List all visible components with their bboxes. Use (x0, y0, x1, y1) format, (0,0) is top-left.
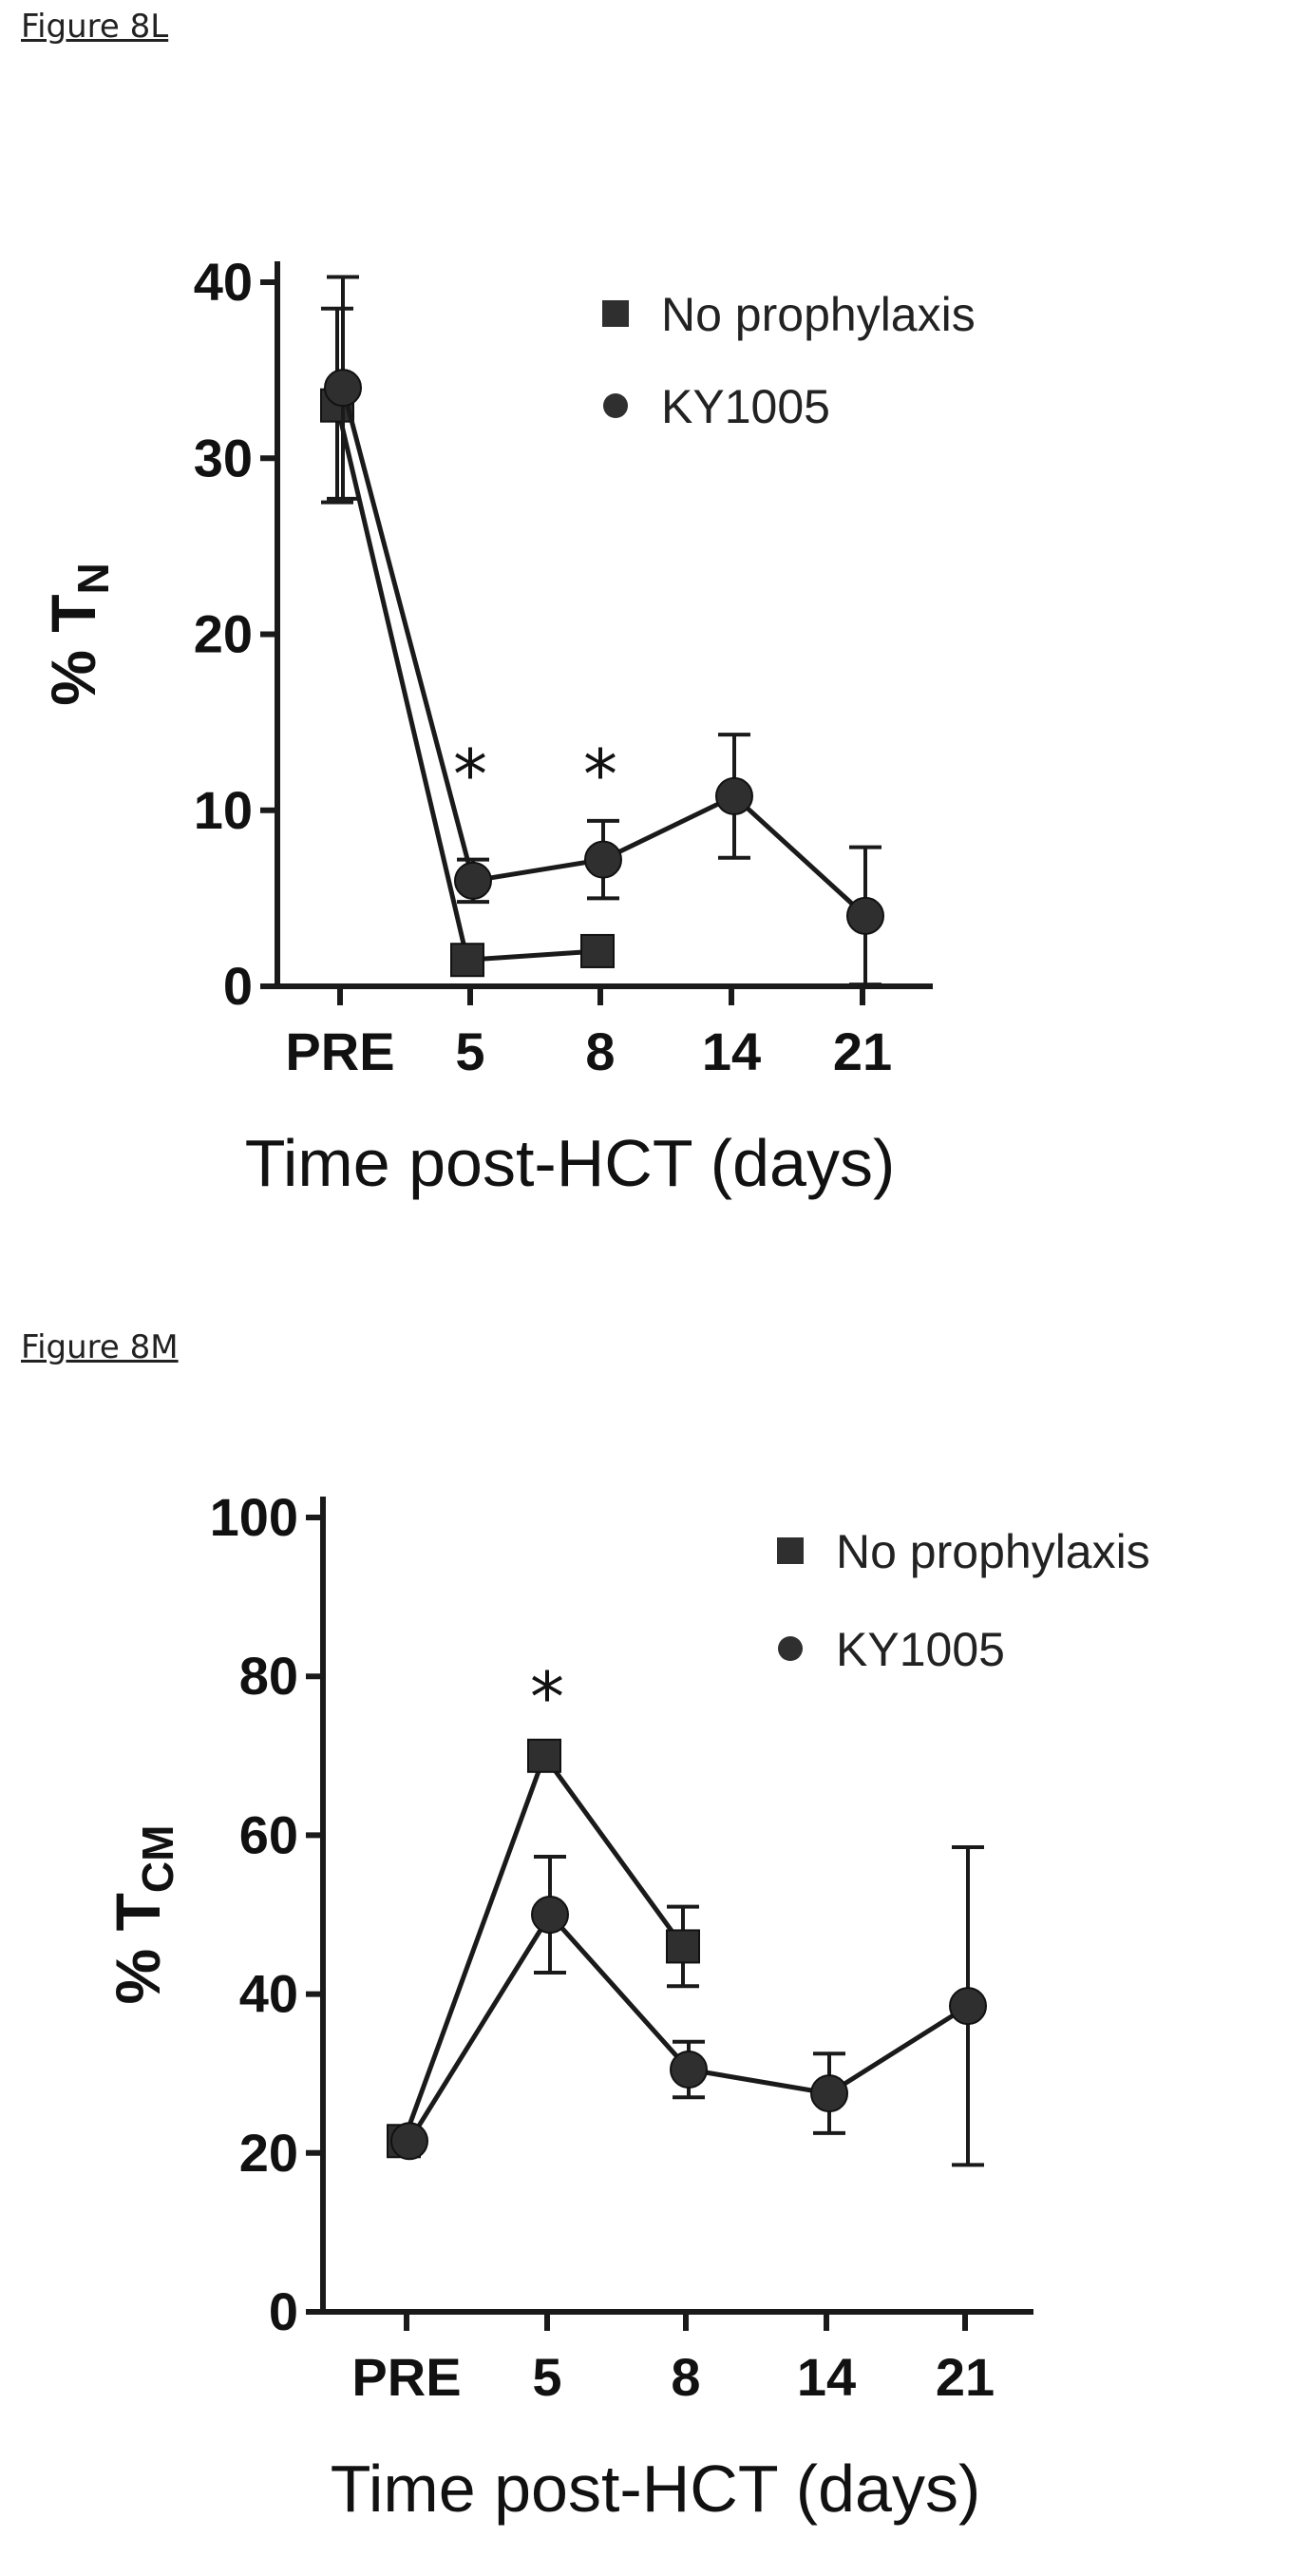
data-point-no-prophylaxis (580, 933, 615, 968)
legend-label-ky1005: KY1005 (836, 1623, 1005, 1676)
x-tick-label: 5 (455, 1021, 484, 1081)
data-point-ky1005 (584, 840, 622, 879)
x-axis-label: Time post-HCT (days) (331, 2452, 981, 2526)
data-point-ky1005 (949, 1987, 987, 2026)
x-tick-label: 21 (936, 2347, 995, 2407)
legend-marker-ky1005 (778, 1636, 803, 1661)
significance-asterisk: * (583, 735, 617, 814)
significance-asterisk: * (530, 1657, 564, 1737)
y-tick-label: 60 (239, 1804, 298, 1864)
data-point-ky1005 (715, 776, 753, 815)
y-tick-label: 20 (194, 604, 253, 664)
x-tick-label: 8 (585, 1021, 615, 1081)
legend-label-no-prophylaxis: No prophylaxis (661, 288, 976, 341)
y-axis-label: % TN (38, 563, 118, 706)
legend-marker-ky1005 (603, 393, 628, 418)
data-point-ky1005 (846, 896, 884, 935)
figure-label-8l: Figure 8L (21, 8, 169, 46)
x-axis-label: Time post-HCT (days) (245, 1126, 896, 1200)
data-point-no-prophylaxis (666, 1929, 700, 1964)
x-tick-label: 14 (797, 2347, 856, 2407)
data-point-ky1005 (670, 2051, 708, 2089)
y-tick-label: 100 (210, 1487, 298, 1547)
x-tick-label: 8 (671, 2347, 700, 2407)
figure-label-8m: Figure 8M (21, 1328, 179, 1366)
y-tick-label: 40 (194, 252, 253, 312)
data-point-ky1005 (810, 2074, 848, 2113)
x-tick-label: PRE (285, 1021, 394, 1081)
y-tick-label: 0 (269, 2281, 298, 2341)
y-tick-label: 40 (239, 1964, 298, 2024)
chart-tn: 0 10 20 30 40 PRE 5 8 14 21 % TN Time post-HCT (day… (38, 252, 976, 1200)
x-tick-label: 5 (532, 2347, 561, 2407)
data-point-ky1005 (324, 369, 362, 408)
legend-label-ky1005: KY1005 (661, 380, 830, 433)
legend-marker-no-prophylaxis (777, 1537, 804, 1564)
chart-tcm: 0 20 40 60 80 100 PRE 5 8 14 21 % TCM Time post-HCT … (103, 1487, 1150, 2526)
data-point-no-prophylaxis (450, 943, 484, 978)
x-tick-label: 21 (833, 1021, 892, 1081)
y-tick-label: 0 (223, 956, 253, 1016)
data-point-ky1005 (531, 1896, 569, 1934)
significance-asterisk: * (453, 735, 487, 814)
x-tick-label: PRE (351, 2347, 461, 2407)
y-tick-label: 30 (194, 428, 253, 487)
y-tick-label: 80 (239, 1646, 298, 1706)
data-point-ky1005 (390, 2122, 428, 2161)
legend-marker-no-prophylaxis (602, 300, 629, 327)
x-tick-label: 14 (702, 1021, 761, 1081)
data-point-ky1005 (454, 861, 492, 900)
y-tick-label: 20 (239, 2123, 298, 2183)
legend-label-no-prophylaxis: No prophylaxis (836, 1525, 1150, 1578)
y-axis-label: % TCM (103, 1825, 182, 2005)
data-point-no-prophylaxis (527, 1738, 561, 1773)
y-tick-label: 10 (194, 780, 253, 840)
